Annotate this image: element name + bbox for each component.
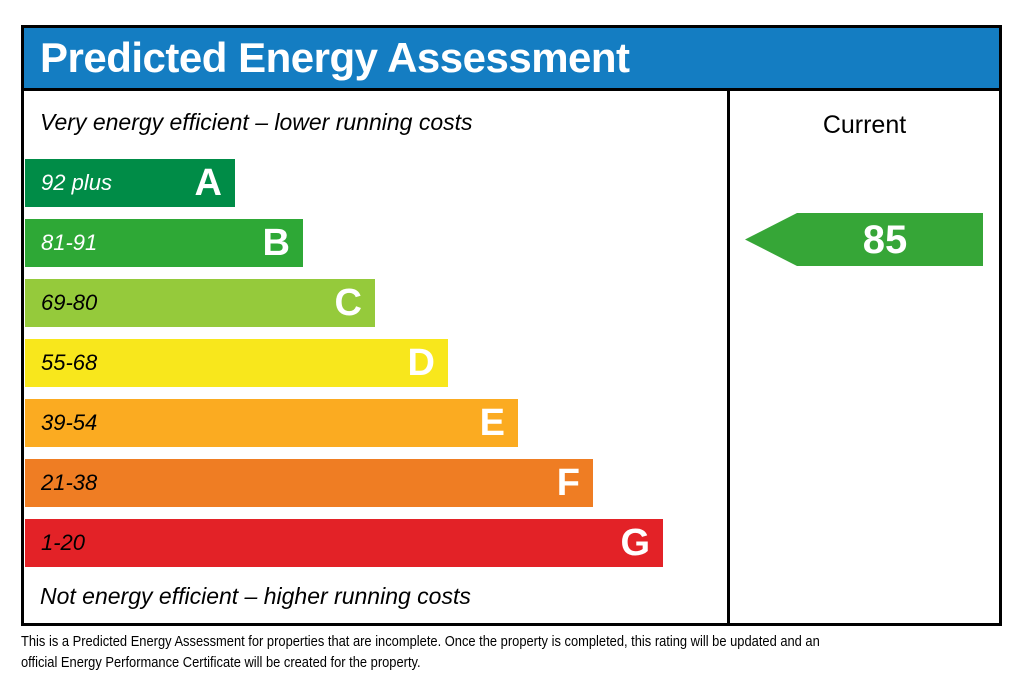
band-e-range: 39-54 [41, 410, 98, 435]
band-g-letter: G [620, 522, 650, 564]
top-caption: Very energy efficient – lower running co… [40, 109, 473, 135]
bottom-caption: Not energy efficient – higher running co… [40, 583, 471, 609]
band-c-letter: C [334, 282, 362, 324]
current-column: Current 85 [727, 91, 999, 623]
band-f-letter: F [556, 462, 580, 504]
band-a-range: 92 plus [41, 170, 112, 195]
band-f-range: 21-38 [41, 470, 98, 495]
current-rating-value: 85 [862, 217, 908, 262]
band-a: 92 plus A [25, 159, 235, 207]
rating-bands: 92 plus A 81-91 B 69-80 C 55-68 D 39-54 [25, 159, 663, 579]
band-g-range: 1-20 [41, 530, 86, 555]
band-d-letter: D [407, 342, 435, 384]
rating-chart: Very energy efficient – lower running co… [24, 91, 727, 623]
page-title: Predicted Energy Assessment [40, 34, 630, 81]
band-b-range: 81-91 [41, 230, 98, 255]
band-c: 69-80 C [25, 279, 375, 327]
footer-line-1: This is a Predicted Energy Assessment fo… [21, 633, 820, 650]
band-f: 21-38 F [25, 459, 593, 507]
current-rating-arrow: 85 [745, 213, 983, 266]
band-d: 55-68 D [25, 339, 448, 387]
band-c-range: 69-80 [41, 290, 98, 315]
band-g: 1-20 G [25, 519, 663, 567]
band-e: 39-54 E [25, 399, 518, 447]
band-b-letter: B [262, 222, 290, 264]
footer-note: This is a Predicted Energy Assessment fo… [21, 631, 820, 673]
band-d-range: 55-68 [41, 350, 98, 375]
band-e-letter: E [479, 402, 505, 444]
certificate-body: Very energy efficient – lower running co… [21, 91, 1002, 626]
footer-line-2: official Energy Performance Certificate … [21, 654, 421, 671]
certificate-header: Predicted Energy Assessment [21, 25, 1002, 91]
current-column-header: Current [822, 111, 907, 139]
band-b: 81-91 B [25, 219, 303, 267]
certificate: Predicted Energy Assessment Very energy … [21, 25, 1002, 626]
band-a-letter: A [194, 162, 222, 204]
